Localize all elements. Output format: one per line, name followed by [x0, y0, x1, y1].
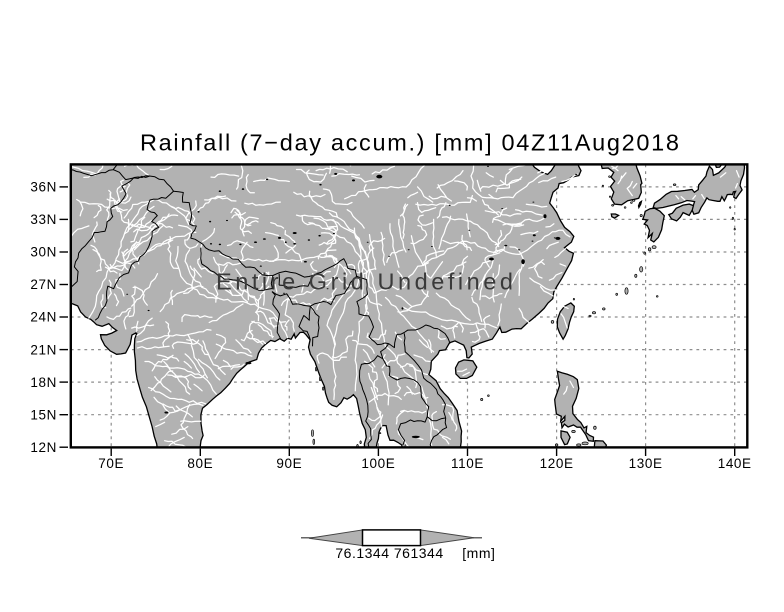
svg-text:33N: 33N [30, 212, 57, 227]
svg-text:76.1344 761344: 76.1344 761344 [335, 545, 443, 561]
svg-text:21N: 21N [30, 342, 57, 357]
svg-text:80E: 80E [187, 456, 213, 471]
svg-text:130E: 130E [629, 456, 663, 471]
svg-text:Rainfall (7−day accum.) [mm] 0: Rainfall (7−day accum.) [mm] 04Z11Aug201… [140, 130, 679, 156]
svg-text:18N: 18N [30, 375, 57, 390]
svg-text:36N: 36N [30, 180, 57, 195]
svg-text:24N: 24N [30, 310, 57, 325]
svg-text:90E: 90E [276, 456, 302, 471]
svg-text:70E: 70E [98, 456, 124, 471]
svg-text:[mm]: [mm] [462, 545, 495, 561]
svg-text:30N: 30N [30, 245, 57, 260]
svg-text:140E: 140E [718, 456, 752, 471]
svg-text:27N: 27N [30, 277, 57, 292]
svg-text:110E: 110E [451, 456, 484, 471]
svg-text:100E: 100E [361, 456, 395, 471]
svg-text:120E: 120E [540, 456, 574, 471]
svg-text:12N: 12N [30, 440, 57, 455]
svg-text:15N: 15N [30, 407, 57, 422]
